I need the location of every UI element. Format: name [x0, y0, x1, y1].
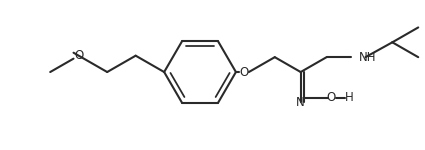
- Text: H: H: [345, 91, 354, 104]
- Text: O: O: [326, 91, 335, 104]
- Text: O: O: [239, 66, 249, 79]
- Text: NH: NH: [358, 51, 376, 64]
- Text: N: N: [296, 96, 305, 109]
- Text: O: O: [74, 49, 83, 62]
